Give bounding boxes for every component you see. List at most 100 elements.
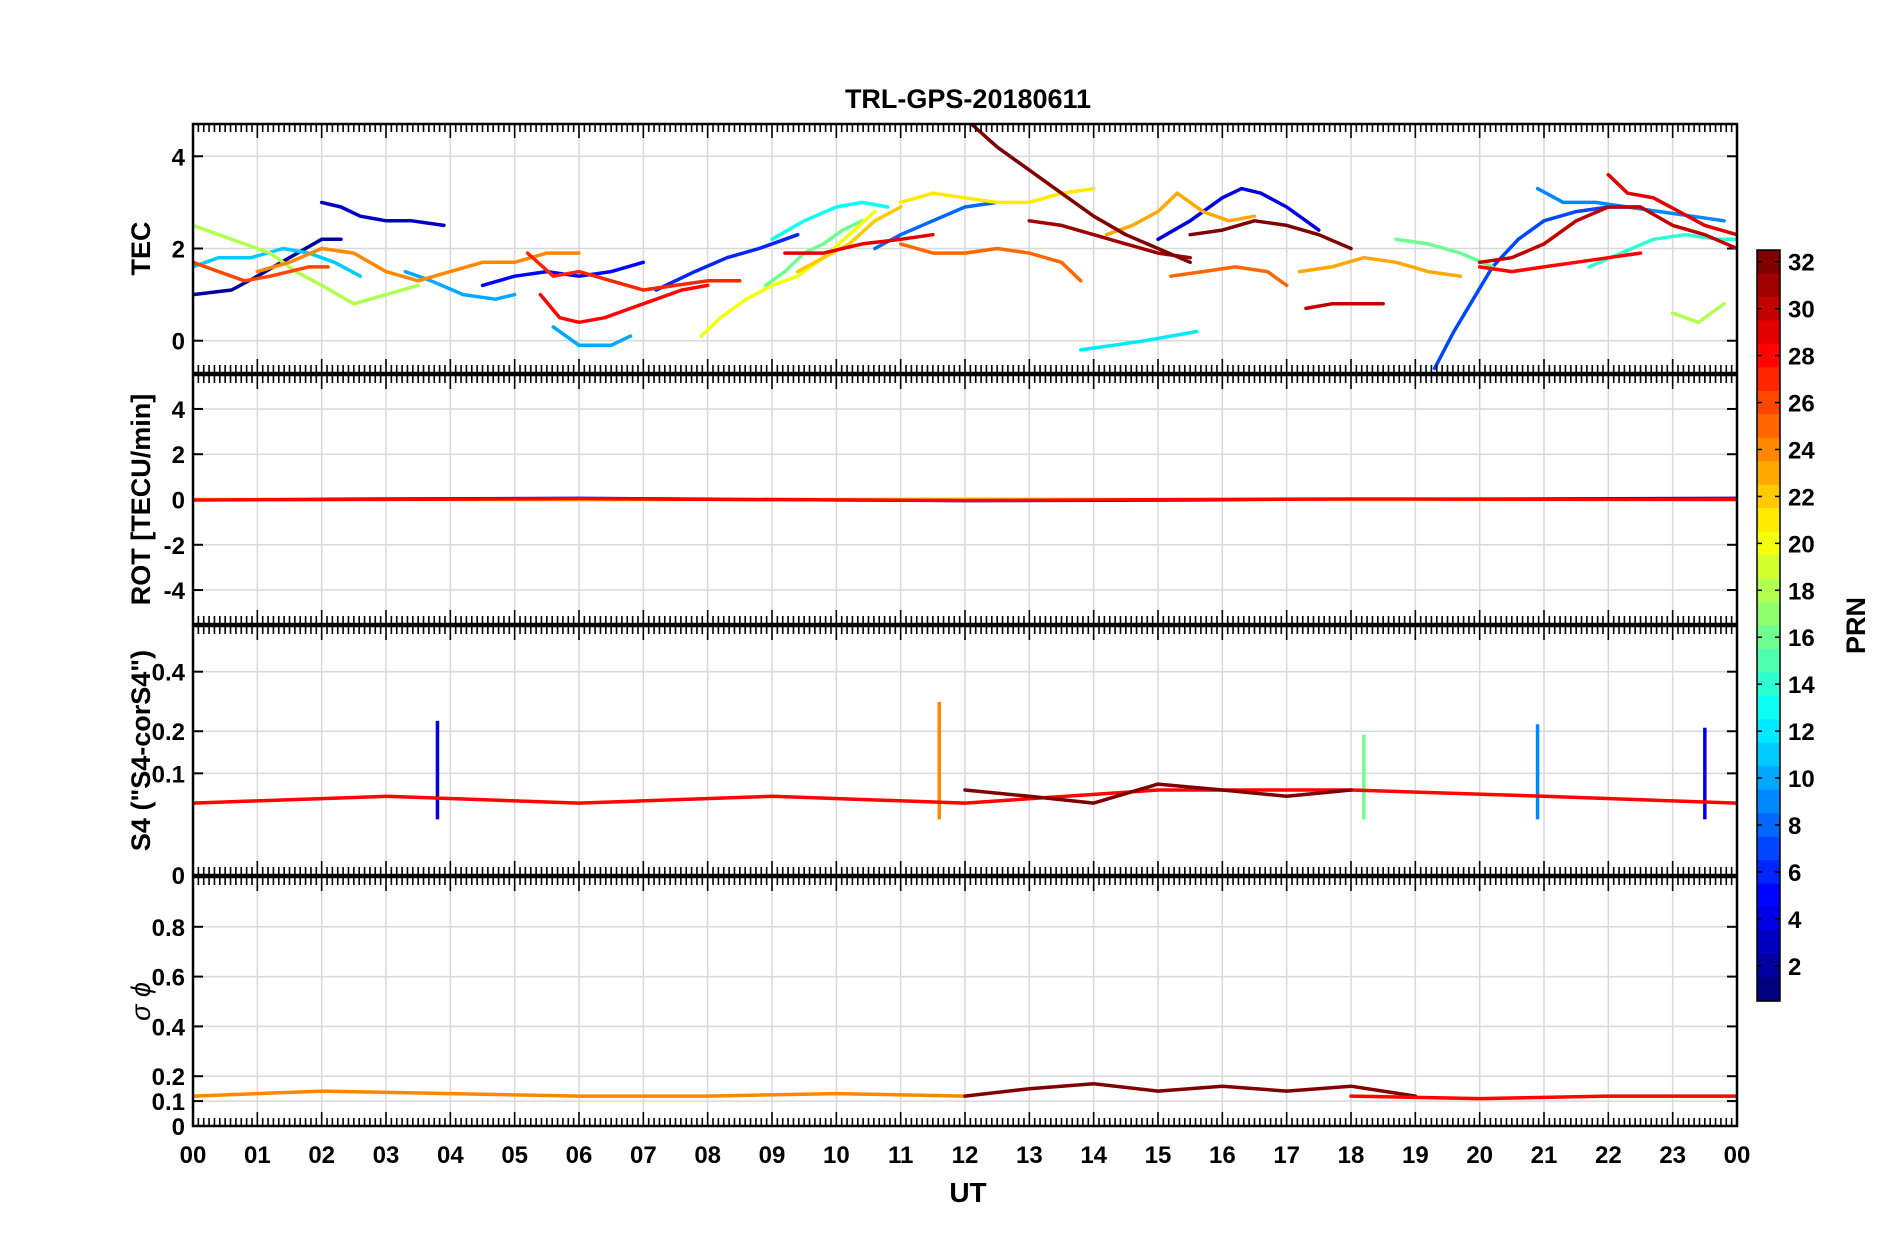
series-prn-23	[1297, 255, 1463, 278]
colorbar-segment	[1757, 484, 1780, 509]
y-tick-label: 4	[172, 144, 186, 171]
colorbar-segment	[1757, 954, 1780, 979]
y-tick-label: -2	[164, 533, 185, 560]
colorbar-tick-label: 18	[1788, 578, 1815, 605]
colorbar-segment	[1757, 813, 1780, 838]
series-group	[193, 701, 1737, 820]
x-tick-label: 19	[1402, 1142, 1429, 1169]
series-prn-16	[1394, 237, 1495, 269]
colorbar-segment	[1757, 648, 1780, 674]
colorbar-segment	[1757, 296, 1780, 322]
colorbar-tick-label: 20	[1788, 531, 1815, 558]
x-tick-label: 06	[566, 1142, 593, 1169]
x-tick-label: 11	[888, 1142, 913, 1169]
x-tick-label: 05	[501, 1142, 528, 1169]
x-tick-label: 20	[1466, 1142, 1493, 1169]
colorbar-segment	[1757, 977, 1780, 1002]
series-prn-25	[898, 242, 1083, 283]
panel-S4: 0 0.1 0.2 0.4S4 ("S4-corS4")	[126, 624, 1739, 890]
colorbar-tick-label: 24	[1788, 437, 1815, 464]
series-prn-12	[1079, 329, 1199, 352]
y-tick-label: 4	[172, 397, 186, 424]
x-tick-label: 16	[1209, 1142, 1236, 1169]
series-prn-28	[1349, 1094, 1737, 1101]
colorbar-label: PRN	[1841, 597, 1871, 654]
x-tick-label: 17	[1273, 1142, 1300, 1169]
colorbar-segment	[1757, 602, 1780, 627]
colorbar-segment	[1757, 437, 1780, 462]
colorbar-segment	[1757, 695, 1780, 720]
colorbar-tick-label: 30	[1788, 297, 1815, 324]
series-prn-32	[963, 1081, 1418, 1098]
y-tick-label: 2	[172, 442, 185, 469]
x-tick-label: 08	[694, 1142, 721, 1169]
x-tick-label: 18	[1338, 1142, 1365, 1169]
colorbar-tick-label: 12	[1788, 719, 1815, 746]
colorbar-segment	[1757, 531, 1780, 556]
series-prn-28	[193, 497, 1737, 503]
series-prn-4	[1156, 186, 1321, 242]
colorbar-tick-label: 26	[1788, 391, 1815, 418]
y-tick-label: 0	[172, 863, 185, 890]
colorbar-segment	[1757, 625, 1780, 650]
y-tick-label: 0.1	[152, 761, 185, 788]
x-tick-label: 01	[244, 1142, 271, 1169]
colorbar-segment	[1757, 789, 1780, 814]
series-prn-29	[783, 232, 935, 255]
series-prn-32	[963, 782, 1353, 805]
series-prn-29	[1606, 172, 1737, 237]
x-tick-label: 09	[759, 1142, 786, 1169]
colorbar-segment	[1757, 250, 1780, 275]
colorbar-segment	[1757, 555, 1780, 580]
colorbar-tick-label: 8	[1788, 813, 1801, 840]
x-tick-label: 14	[1080, 1142, 1107, 1169]
y-tick-label: 0	[172, 1114, 185, 1141]
colorbar-segment	[1757, 320, 1780, 345]
y-tick-label: 0.1	[152, 1089, 185, 1116]
colorbar-segment	[1757, 367, 1780, 392]
series-prn-28	[1477, 251, 1643, 274]
series-prn-24	[255, 246, 581, 283]
colorbar-tick-label: 16	[1788, 625, 1815, 652]
y-tick-label: 0.4	[152, 1014, 186, 1041]
x-tick-label: 13	[1016, 1142, 1043, 1169]
series-group	[193, 496, 1737, 503]
colorbar-segment	[1757, 860, 1780, 885]
figure-title: TRL-GPS-20180611	[845, 84, 1091, 114]
colorbar-segment	[1757, 672, 1780, 697]
colorbar-segment	[1757, 578, 1780, 603]
series-prn-32	[969, 124, 1192, 265]
series-prn-22	[795, 205, 903, 274]
x-tick-label: 15	[1145, 1142, 1172, 1169]
y-tick-label: 2	[172, 237, 185, 264]
colorbar-tick-label: 2	[1788, 954, 1801, 981]
colorbar-segment	[1757, 414, 1780, 439]
colorbar-tick-label: 28	[1788, 344, 1815, 371]
series-prn-6	[654, 232, 800, 292]
series-prn-28	[193, 788, 1737, 805]
colorbar-tick-label: 4	[1788, 907, 1802, 934]
colorbar-tick-label: 32	[1788, 250, 1815, 277]
x-axis-label: UT	[949, 1177, 986, 1208]
series-prn-16	[763, 219, 864, 288]
colorbar-segment	[1757, 907, 1780, 932]
x-tick-label: 00	[180, 1142, 207, 1169]
x-tick-label: 22	[1595, 1142, 1622, 1169]
y-tick-label: 0.8	[152, 915, 185, 942]
colorbar-segment	[1757, 766, 1780, 791]
series-prn-10	[403, 269, 517, 301]
y-axis-label: ROT [TECU/min]	[126, 394, 156, 605]
colorbar-segment	[1757, 883, 1780, 908]
x-tick-label: 23	[1659, 1142, 1686, 1169]
series-prn-28	[538, 283, 710, 325]
colorbar-segment	[1757, 508, 1780, 533]
series-prn-13	[770, 200, 890, 242]
y-tick-label: 0.6	[152, 965, 185, 992]
colorbar-segment	[1757, 343, 1780, 368]
series-prn-3	[319, 200, 446, 228]
series-prn-32	[1188, 219, 1353, 251]
x-tick-label: 04	[437, 1142, 464, 1169]
